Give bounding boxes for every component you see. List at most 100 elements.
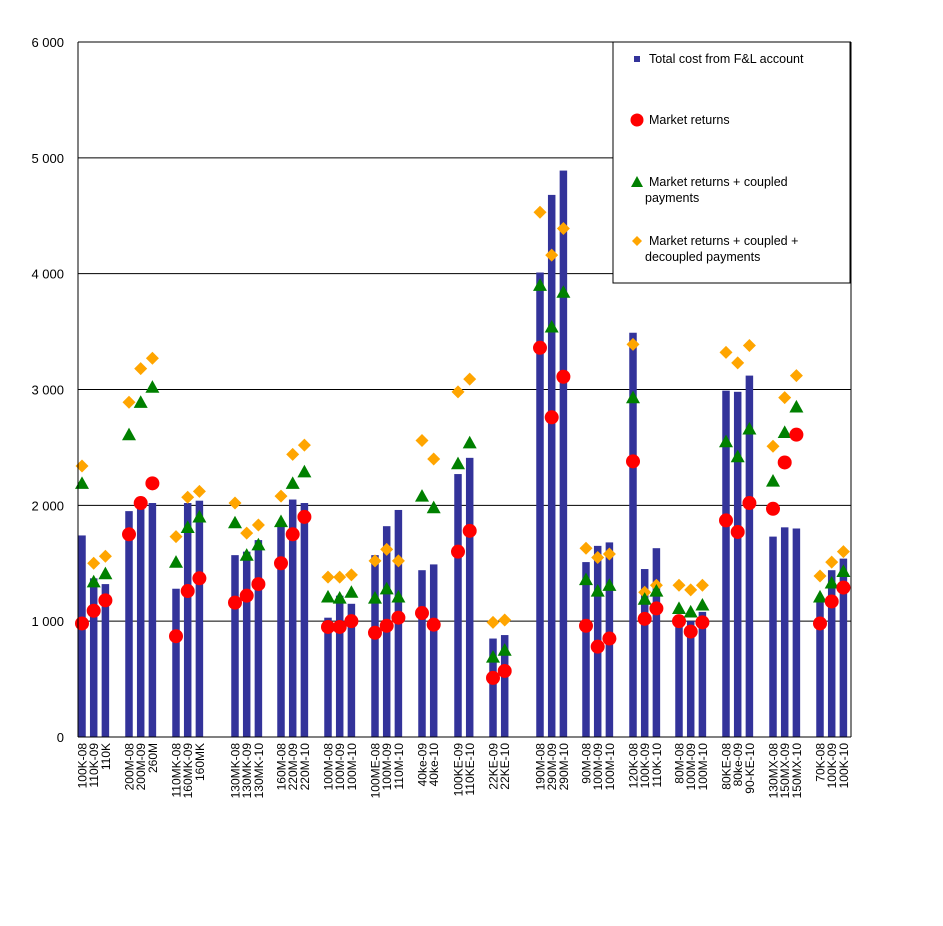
bar — [652, 548, 661, 737]
coupled-point — [169, 555, 183, 568]
decoupled-point — [240, 526, 254, 540]
bar — [254, 540, 263, 737]
market-point — [730, 524, 745, 539]
bar — [500, 635, 509, 737]
decoupled-point — [134, 362, 148, 376]
y-tick-label: 4 000 — [31, 267, 64, 282]
decoupled-point — [274, 489, 288, 503]
market-point — [122, 527, 136, 542]
bar — [89, 578, 98, 737]
market-point — [683, 624, 698, 639]
decoupled-point — [228, 496, 242, 510]
x-tick-label: 22KE-09 — [487, 743, 501, 790]
x-tick-label: 120K-08 — [627, 743, 641, 789]
decoupled-point — [192, 484, 206, 498]
markers — [75, 205, 851, 685]
coupled-point — [637, 592, 652, 605]
bar — [418, 570, 426, 737]
legend-marker-coupled — [631, 176, 643, 187]
bar — [675, 615, 683, 737]
bar — [78, 535, 86, 737]
coupled-point — [228, 515, 242, 529]
decoupled-point — [380, 542, 394, 556]
decoupled-point — [626, 337, 640, 351]
x-tick-label: 150MX-10 — [790, 743, 804, 799]
x-tick-label: 290M-10 — [557, 743, 571, 791]
coupled-point — [824, 575, 839, 589]
coupled-point — [533, 278, 547, 291]
x-tick-label: 90-KE-10 — [743, 743, 757, 794]
market-point — [145, 476, 160, 491]
decoupled-point — [778, 391, 792, 405]
x-tick-label: 130MK-09 — [240, 743, 254, 799]
bar — [148, 503, 157, 737]
x-tick-label: 100K-10 — [837, 743, 851, 789]
decoupled-point — [391, 554, 405, 568]
decoupled-point — [789, 369, 803, 383]
coupled-point — [486, 650, 500, 663]
coupled-point — [75, 476, 89, 489]
market-point — [239, 588, 254, 603]
coupled-point — [730, 449, 745, 463]
bar — [582, 562, 590, 737]
x-tick-label: 70K-08 — [814, 743, 828, 782]
bar — [288, 499, 297, 737]
coupled-point — [579, 572, 593, 586]
legend-marker-decoupled — [632, 236, 642, 246]
bar — [780, 527, 789, 737]
coupled-point — [719, 434, 733, 448]
market-point — [321, 619, 335, 634]
market-point — [649, 601, 664, 616]
market-point — [824, 594, 839, 609]
coupled-point — [391, 589, 406, 603]
decoupled-point — [742, 338, 756, 352]
coupled-point — [180, 520, 195, 533]
coupled-point — [836, 564, 851, 577]
market-point — [533, 340, 547, 355]
x-tick-label: 110MK-08 — [170, 743, 184, 798]
decoupled-point — [498, 613, 512, 627]
decoupled-point — [415, 433, 429, 447]
y-tick-label: 2 000 — [31, 498, 64, 513]
market-point — [672, 614, 686, 629]
coupled-point — [683, 604, 698, 618]
decoupled-point — [98, 549, 112, 563]
x-tick-label: 100M-09 — [684, 743, 698, 791]
market-point — [451, 544, 465, 559]
x-tick-label: 100K-09 — [638, 743, 652, 789]
market-point — [556, 369, 571, 384]
market-point — [695, 615, 710, 630]
coupled-point — [602, 578, 617, 591]
x-tick-label: 100ME-08 — [369, 743, 383, 799]
coupled-point — [813, 589, 827, 603]
bar — [827, 570, 836, 737]
x-tick-label: 130MK-10 — [252, 743, 266, 799]
decoupled-point — [695, 578, 709, 592]
decoupled-point — [836, 545, 850, 559]
coupled-point — [192, 509, 207, 523]
y-tick-label: 3 000 — [31, 383, 64, 398]
coupled-point — [251, 537, 266, 551]
decoupled-point — [333, 570, 347, 584]
bar — [629, 332, 637, 737]
x-tick-label: 100K-09 — [825, 743, 839, 789]
bar — [125, 511, 133, 737]
bar — [300, 503, 309, 737]
coupled-point — [556, 285, 571, 298]
x-tick-label: 290M-09 — [545, 743, 559, 791]
x-tick-label: 200M-08 — [123, 743, 137, 791]
legend-marker-bar — [634, 56, 640, 62]
market-point — [379, 618, 394, 633]
coupled-point — [133, 395, 148, 408]
market-point — [426, 617, 441, 632]
x-tick-label: 110K-10 — [650, 743, 664, 788]
market-point — [274, 556, 288, 571]
legend-label: Total cost from F&L account — [649, 52, 804, 66]
x-tick-label: 22KE-10 — [498, 743, 512, 790]
x-tick-label: 100M-10 — [696, 743, 710, 791]
market-point — [579, 618, 593, 633]
x-tick-label: 100KE-09 — [452, 743, 466, 797]
x-tick-label: 130MX-08 — [767, 743, 781, 799]
